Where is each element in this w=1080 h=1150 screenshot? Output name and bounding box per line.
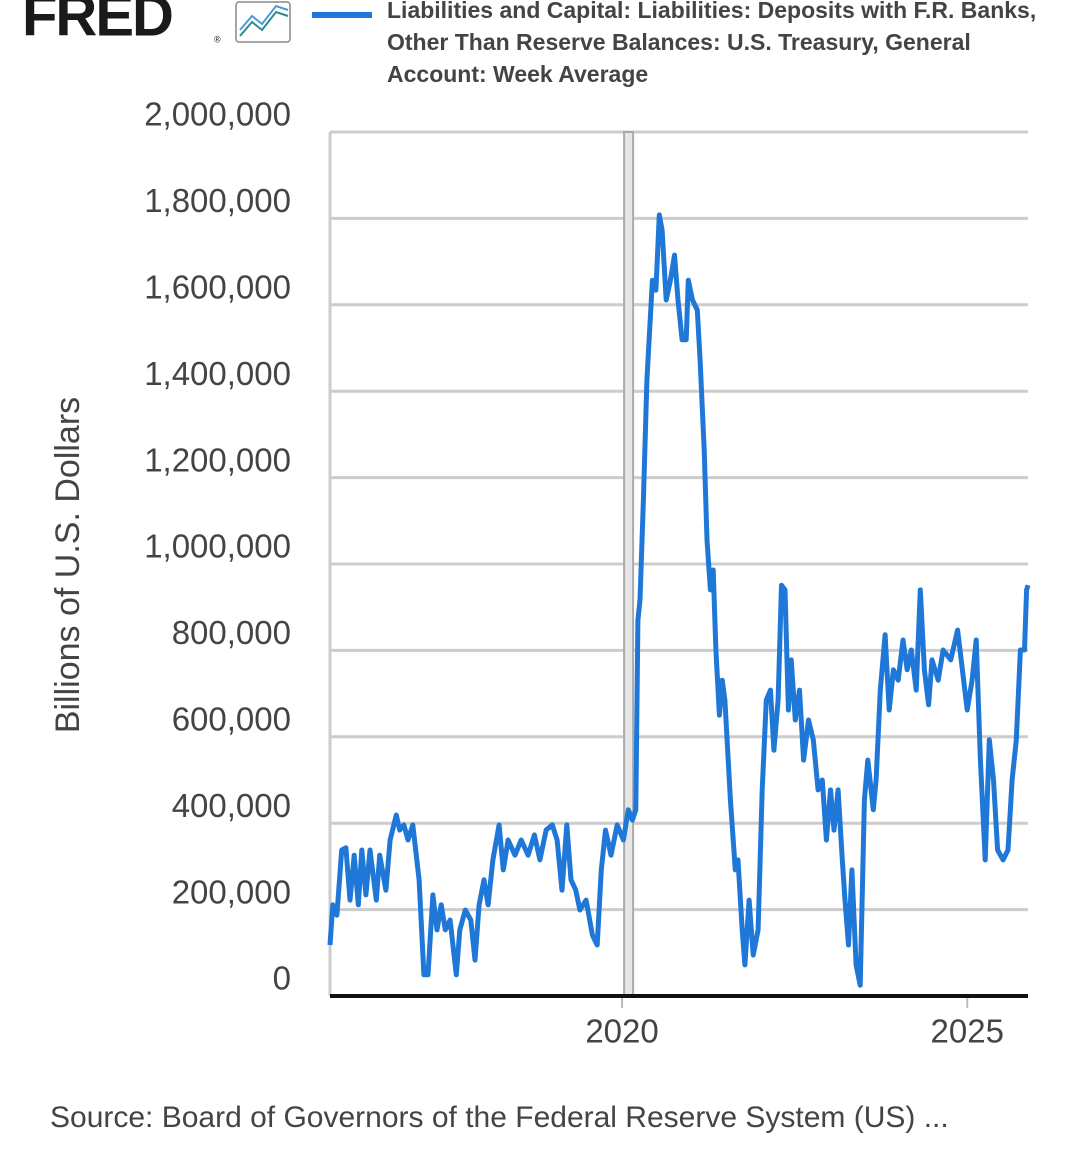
logo: FRED <box>22 0 172 48</box>
y-tick-label: 1,800,000 <box>144 182 291 219</box>
y-tick-label: 600,000 <box>172 701 291 738</box>
y-tick-label: 1,000,000 <box>144 528 291 565</box>
recession-shading <box>623 131 635 997</box>
y-tick-label: 1,600,000 <box>144 269 291 306</box>
y-tick-label: 0 <box>273 960 291 997</box>
y-axis-label: Billions of U.S. Dollars <box>49 397 87 733</box>
y-tick-label: 1,200,000 <box>144 441 291 478</box>
logo-mark: ® <box>214 34 221 44</box>
series-line <box>327 212 1031 988</box>
legend-entry: Liabilities and Capital: Liabilities: De… <box>387 0 1037 87</box>
y-tick-label: 400,000 <box>172 787 291 824</box>
y-tick-label: 800,000 <box>172 614 291 651</box>
x-tick-label: 2025 <box>931 1013 1004 1050</box>
y-tick-label: 200,000 <box>172 873 291 910</box>
logo-icon <box>235 1 291 43</box>
source: Source: Board of Governors of the Federa… <box>50 1101 949 1134</box>
x-tick-label: 2020 <box>585 1013 658 1050</box>
y-tick-label: 1,400,000 <box>144 355 291 392</box>
y-tick-label: 2,000,000 <box>144 96 291 133</box>
